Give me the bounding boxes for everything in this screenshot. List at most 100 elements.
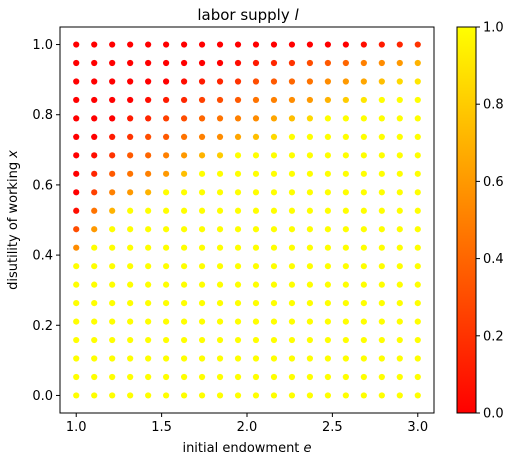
y-tick-label: 0.6 xyxy=(32,178,53,193)
data-point xyxy=(198,78,206,85)
data-point xyxy=(414,41,421,48)
data-point xyxy=(378,300,385,307)
data-point xyxy=(360,336,367,344)
data-point xyxy=(198,170,206,177)
data-point xyxy=(127,189,134,196)
data-point xyxy=(127,281,134,288)
data-point xyxy=(109,244,116,251)
data-point xyxy=(378,392,385,399)
data-point xyxy=(342,78,349,85)
data-point xyxy=(180,373,188,381)
data-point xyxy=(234,189,242,196)
data-point xyxy=(234,318,242,325)
data-point xyxy=(216,78,224,85)
data-point xyxy=(288,226,296,233)
colorbar-tick-label: 0.6 xyxy=(483,175,504,190)
data-point xyxy=(252,263,260,270)
data-point xyxy=(198,373,206,381)
data-point xyxy=(198,133,206,140)
data-point xyxy=(342,133,349,140)
data-point xyxy=(180,318,188,325)
data-point xyxy=(270,373,278,381)
data-point xyxy=(342,244,349,251)
data-point xyxy=(342,263,349,270)
data-point xyxy=(252,336,260,344)
colorbar xyxy=(456,26,477,414)
data-point xyxy=(73,244,80,251)
data-point xyxy=(324,263,331,270)
data-point xyxy=(145,373,152,381)
data-point xyxy=(288,41,296,48)
data-point xyxy=(73,133,80,140)
data-point xyxy=(73,373,80,381)
data-point xyxy=(360,355,367,362)
data-point xyxy=(288,96,296,104)
data-point xyxy=(378,41,385,48)
data-point xyxy=(73,78,80,85)
data-point xyxy=(127,59,134,67)
data-point xyxy=(180,300,188,307)
data-point xyxy=(252,207,260,214)
data-point xyxy=(91,318,98,325)
data-point xyxy=(234,170,242,177)
data-point xyxy=(360,300,367,307)
data-point xyxy=(288,115,296,122)
data-point xyxy=(324,78,331,85)
data-point xyxy=(145,392,152,399)
data-point xyxy=(378,59,385,67)
data-point xyxy=(360,189,367,196)
data-point xyxy=(91,336,98,344)
data-point xyxy=(163,373,170,381)
data-point xyxy=(109,115,116,122)
data-point xyxy=(252,152,260,159)
data-point xyxy=(73,263,80,270)
data-point xyxy=(360,318,367,325)
data-point xyxy=(109,96,116,104)
data-point xyxy=(306,263,314,270)
data-point xyxy=(360,226,367,233)
data-point xyxy=(145,170,152,177)
data-point xyxy=(198,207,206,214)
data-point xyxy=(360,133,367,140)
data-point xyxy=(414,373,421,381)
colorbar-tick-label: 1.0 xyxy=(483,21,504,36)
data-point xyxy=(198,355,206,362)
data-point xyxy=(360,115,367,122)
data-point xyxy=(270,133,278,140)
data-point xyxy=(324,115,331,122)
data-point xyxy=(414,263,421,270)
data-point xyxy=(252,78,260,85)
data-point xyxy=(360,373,367,381)
data-point xyxy=(163,41,170,48)
data-point xyxy=(378,318,385,325)
data-point xyxy=(234,355,242,362)
data-point xyxy=(145,244,152,251)
data-point xyxy=(73,355,80,362)
data-point xyxy=(91,152,98,159)
data-point xyxy=(73,318,80,325)
data-point xyxy=(145,133,152,140)
data-point xyxy=(414,189,421,196)
data-point xyxy=(91,300,98,307)
data-point xyxy=(324,336,331,344)
data-point xyxy=(198,281,206,288)
data-point xyxy=(270,170,278,177)
data-point xyxy=(163,281,170,288)
data-point xyxy=(270,115,278,122)
data-point xyxy=(378,281,385,288)
data-point xyxy=(91,133,98,140)
data-point xyxy=(396,355,403,362)
data-point xyxy=(109,281,116,288)
data-point xyxy=(396,300,403,307)
data-point xyxy=(216,189,224,196)
data-point xyxy=(342,170,349,177)
data-point xyxy=(216,281,224,288)
data-point xyxy=(342,59,349,67)
data-point xyxy=(198,59,206,67)
data-point xyxy=(324,373,331,381)
data-point xyxy=(127,41,134,48)
data-point xyxy=(306,41,314,48)
data-point xyxy=(342,207,349,214)
data-point xyxy=(234,78,242,85)
data-point xyxy=(73,96,80,104)
